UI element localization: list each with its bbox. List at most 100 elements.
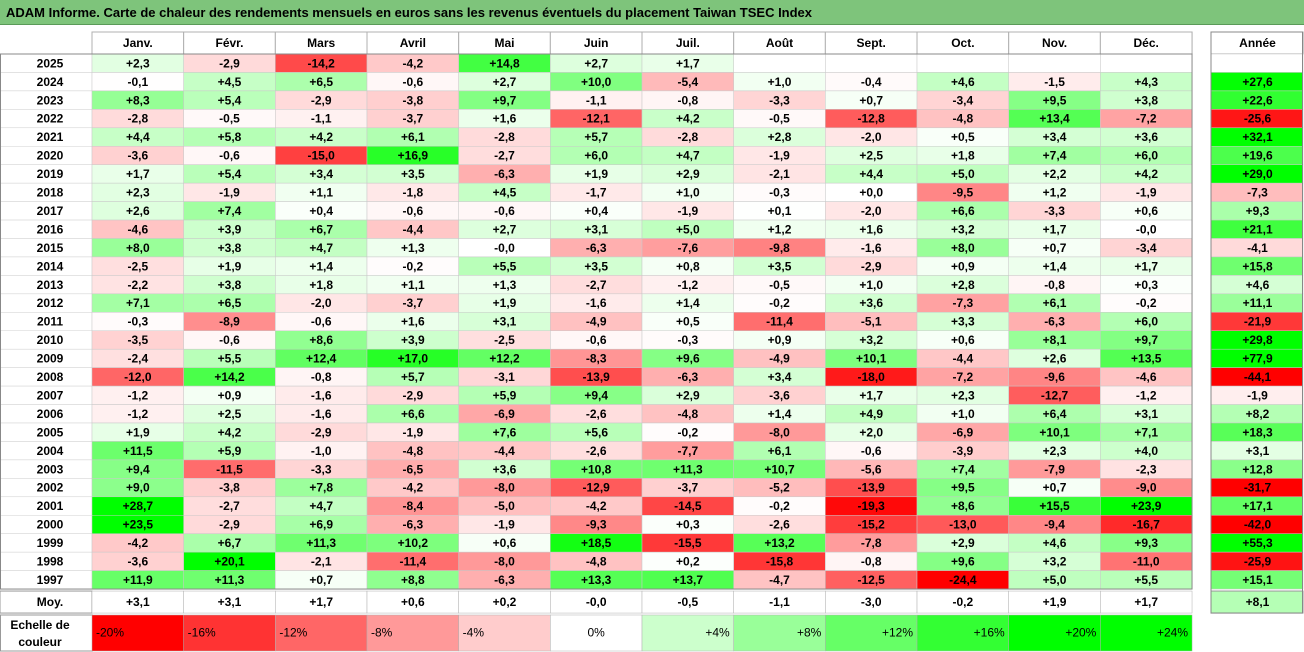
cell-value: -2,9	[403, 388, 424, 402]
cell-value: +9,6	[951, 555, 975, 569]
cell-value: +6,0	[584, 149, 608, 163]
cell-value: -7,9	[1044, 462, 1065, 476]
cell-value: -6,5	[403, 462, 424, 476]
cell-value: -2,6	[769, 518, 790, 532]
cell-value: +6,0	[1134, 315, 1158, 329]
cell-value: -4,6	[127, 222, 148, 236]
cell-value: +7,4	[218, 204, 242, 218]
color-scale-step	[550, 614, 643, 652]
cell-value: -3,7	[678, 481, 699, 495]
cell-value: -3,6	[769, 388, 790, 402]
cell-value: +1,4	[676, 296, 700, 310]
cell-value: -5,6	[861, 462, 882, 476]
color-scale-step-label: +24%	[1157, 626, 1188, 640]
cell-value: -0,8	[861, 555, 882, 569]
cell-value: +3,5	[401, 167, 425, 181]
annual-value: -4,1	[1247, 241, 1268, 255]
cell-value: -15,2	[858, 518, 886, 532]
cell-value: +5,9	[493, 388, 517, 402]
heatmap-cell	[825, 53, 918, 73]
color-scale-step	[91, 614, 184, 652]
cell-value: +3,9	[401, 333, 425, 347]
cell-value: +6,0	[1134, 149, 1158, 163]
cell-value: +9,0	[126, 481, 150, 495]
cell-value: -0,8	[1044, 278, 1065, 292]
cell-value: -11,0	[1133, 555, 1160, 569]
cell-value: +0,6	[493, 536, 517, 550]
cell-value: +5,0	[951, 167, 975, 181]
cell-value: -0,6	[403, 75, 424, 89]
cell-value: -6,3	[678, 370, 699, 384]
color-scale-step-label: -16%	[188, 626, 216, 640]
cell-value: -2,5	[127, 259, 148, 273]
cell-value: -9,0	[1136, 481, 1157, 495]
cell-value: -8,0	[494, 555, 515, 569]
cell-value: -2,8	[127, 112, 148, 126]
cell-value: +8,0	[126, 241, 150, 255]
cell-value: -0,5	[769, 278, 790, 292]
cell-value: +8,6	[309, 333, 333, 347]
cell-value: -9,5	[953, 186, 974, 200]
cell-value: -1,2	[127, 407, 148, 421]
cell-value: +3,5	[584, 259, 608, 273]
cell-value: -9,3	[586, 518, 607, 532]
cell-value: -2,0	[861, 204, 882, 218]
cell-value: -1,9	[403, 425, 424, 439]
cell-value: +4,7	[676, 149, 700, 163]
year-label: 1999	[37, 536, 64, 550]
cell-value: +6,4	[1043, 407, 1067, 421]
cell-value: +2,7	[493, 75, 517, 89]
cell-value: +3,1	[1134, 407, 1158, 421]
annual-value: +8,2	[1246, 407, 1270, 421]
year-label: 2004	[37, 444, 64, 458]
annual-value: +21,1	[1242, 222, 1273, 236]
cell-value: +3,2	[859, 333, 883, 347]
cell-value: -4,2	[127, 536, 148, 550]
year-label: 2011	[37, 315, 63, 329]
cell-value: -8,9	[219, 315, 240, 329]
cell-value: -2,9	[311, 93, 332, 107]
cell-value: +9,3	[1134, 536, 1158, 550]
average-value: -0,5	[678, 595, 699, 609]
cell-value: +4,4	[859, 167, 883, 181]
color-scale-step-label: +16%	[974, 626, 1005, 640]
cell-value: -3,6	[127, 149, 148, 163]
cell-value: -12,1	[583, 112, 611, 126]
cell-value: -6,3	[494, 573, 515, 587]
cell-value: +2,3	[951, 388, 975, 402]
year-label: 2000	[37, 518, 64, 532]
year-label: 2006	[37, 407, 64, 421]
average-value: +3,1	[218, 595, 242, 609]
average-cell	[1100, 590, 1193, 614]
grid-border	[0, 53, 1193, 590]
cell-value: -2,9	[311, 425, 332, 439]
cell-value: -2,8	[678, 130, 699, 144]
cell-value: +4,7	[309, 241, 333, 255]
cell-value: +7,6	[493, 425, 517, 439]
cell-value: +0,1	[768, 204, 792, 218]
month-header-label: Févr.	[215, 36, 243, 50]
cell-value: +5,7	[584, 130, 608, 144]
cell-value: -12,7	[1041, 388, 1069, 402]
month-header-label: Janv.	[123, 36, 153, 50]
cell-value: -0,5	[219, 112, 240, 126]
color-scale-step	[1100, 614, 1193, 652]
cell-value: -0,8	[678, 93, 699, 107]
color-scale-step-label: -20%	[96, 626, 124, 640]
annual-value: +4,6	[1246, 278, 1270, 292]
cell-value: +1,1	[401, 278, 425, 292]
cell-value: +7,4	[951, 462, 975, 476]
color-scale-step	[733, 614, 826, 652]
cell-value: +11,3	[306, 536, 336, 550]
cell-value: +4,2	[218, 425, 242, 439]
cell-value: -3,6	[127, 555, 148, 569]
color-scale-step-label: +8%	[797, 626, 822, 640]
cell-value: +1,2	[768, 222, 792, 236]
cell-value: +3,2	[1043, 555, 1067, 569]
cell-value: +5,5	[493, 259, 517, 273]
cell-value: +2,7	[584, 56, 608, 70]
cell-value: -0,6	[586, 333, 607, 347]
average-value: -0,0	[586, 595, 607, 609]
cell-value: +0,4	[309, 204, 333, 218]
